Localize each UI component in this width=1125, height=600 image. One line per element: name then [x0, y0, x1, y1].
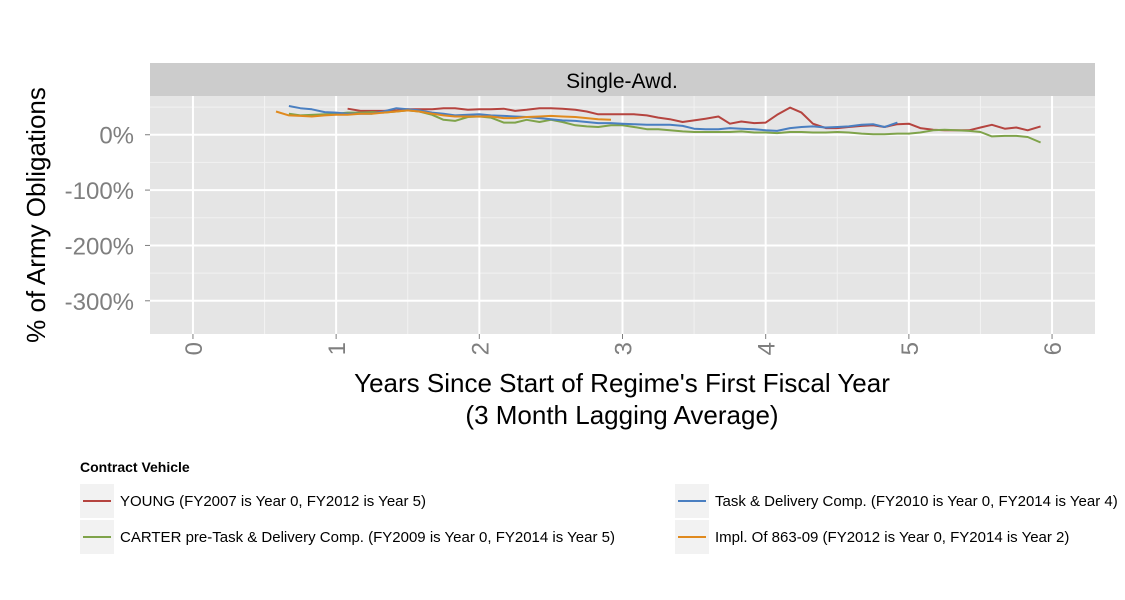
y-tick-label: -300% — [65, 289, 134, 316]
x-tick-label: 4 — [754, 342, 781, 355]
x-tick-label: 0 — [181, 342, 208, 355]
x-axis-label-line2: (3 Month Lagging Average) — [465, 400, 778, 430]
y-tick-label: -200% — [65, 233, 134, 260]
facet-title: Single-Awd. — [566, 70, 678, 93]
y-tick-label: 0% — [99, 123, 134, 150]
facet-strip — [150, 63, 1095, 96]
series-line-0 — [347, 106, 1041, 132]
x-tick-label: 3 — [611, 342, 638, 355]
series-line-1 — [288, 109, 1041, 144]
x-axis-label: Years Since Start of Regime's First Fisc… — [354, 368, 890, 398]
major-gridlines — [150, 96, 1095, 334]
y-tick-label: -100% — [65, 178, 134, 205]
series-lines — [275, 105, 1041, 144]
x-tick-label: 2 — [467, 342, 494, 355]
y-axis-ticks: -300% -200% -100% 0% — [65, 123, 150, 316]
series-line-3 — [275, 109, 612, 121]
x-tick-label: 5 — [897, 342, 924, 355]
y-axis-label: % of Army Obligations — [21, 87, 51, 343]
x-tick-label: 6 — [1040, 342, 1067, 355]
series-line-2 — [288, 105, 898, 132]
x-tick-label: 1 — [324, 342, 351, 355]
x-axis-ticks: 0 1 2 3 4 5 6 — [181, 334, 1067, 355]
